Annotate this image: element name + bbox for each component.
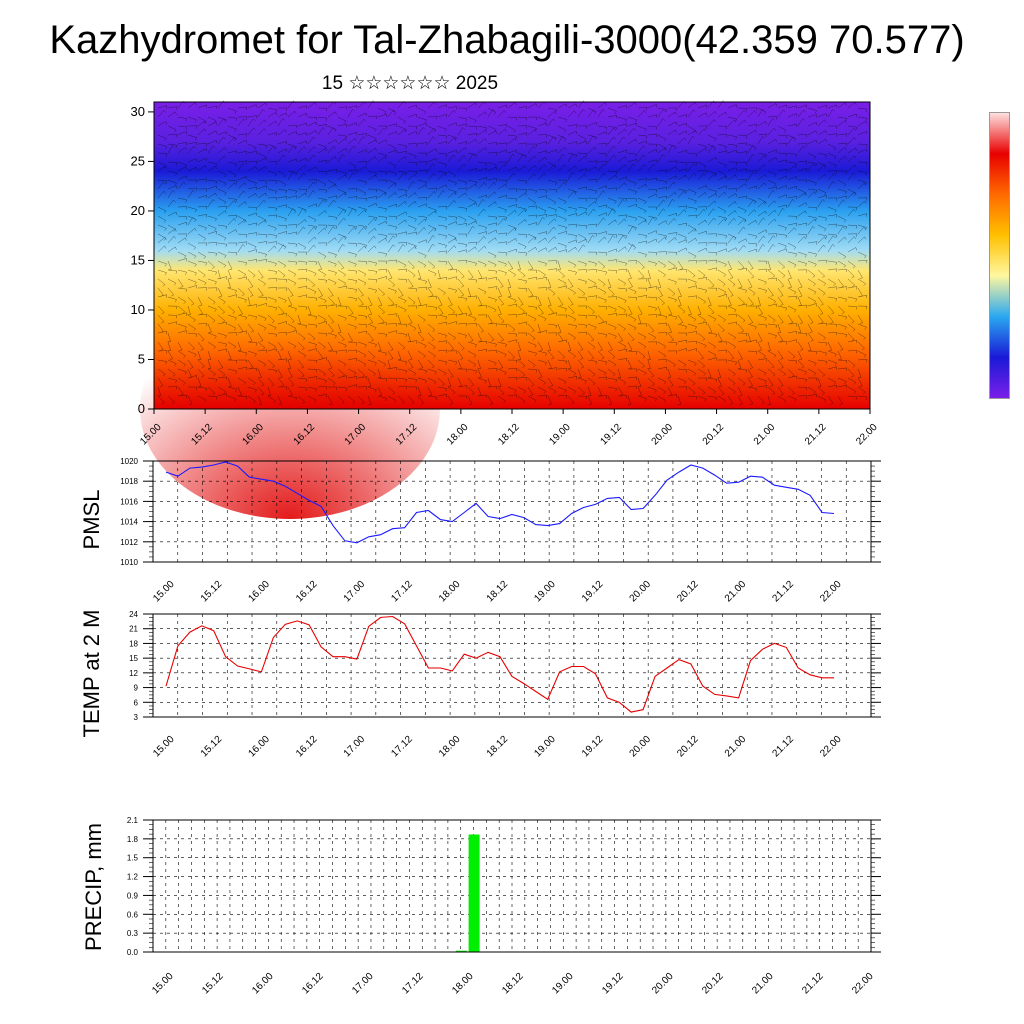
x-tick-label: 21.00	[723, 734, 749, 760]
y-tick-label: 1014	[120, 518, 138, 527]
series-line	[165, 461, 835, 544]
x-tick-label: 16.00	[250, 971, 276, 997]
x-tick-label: 21.00	[750, 971, 776, 997]
y-tick-label: 1012	[120, 538, 138, 547]
y-tick-label: 30	[131, 104, 145, 119]
precip-bar	[455, 950, 467, 952]
temp-chart: 3 6 9 12 15 18 21 24 15.00 15.12 16.00 16.12 17.00 17…	[79, 610, 881, 760]
x-tick-label: 16.12	[300, 971, 326, 997]
x-tick-label: 16.00	[246, 734, 272, 760]
y-tick-label: 2.1	[127, 816, 139, 825]
x-tick-label: 15.00	[151, 734, 177, 760]
x-tick-label: 17.12	[400, 971, 426, 997]
plot-frame	[152, 460, 872, 563]
y-tick-label: 25	[131, 153, 145, 168]
y-tick-label: 0.9	[127, 891, 139, 900]
x-tick-label: 22.00	[818, 734, 844, 760]
x-tick-label: 18.12	[500, 971, 526, 997]
y-tick-label: 24	[129, 610, 138, 619]
grid-lines	[152, 819, 872, 953]
plot-frame	[152, 613, 872, 718]
grid-lines	[152, 460, 872, 563]
y-tick-label: 18	[129, 639, 138, 648]
y-tick-label: 3	[134, 713, 139, 722]
chart-title: Kazhydromet for Tal-Zhabagili-3000(42.35…	[49, 18, 965, 62]
x-tick-label: 20.00	[628, 734, 654, 760]
x-tick-label: 21.12	[800, 971, 826, 997]
y-tick-label: 12	[129, 669, 138, 678]
y-axis-label: PRECIP, mm	[81, 823, 106, 951]
x-tick-label: 22.00	[850, 971, 876, 997]
precip-chart: 0.0 0.3 0.6 0.9 1.2 1.5 1.8 2.1 15.00 15.12 16.00 1…	[81, 816, 881, 997]
y-tick-label: 15	[131, 252, 145, 267]
x-tick-label: 15.12	[199, 734, 225, 760]
precip-bar	[468, 834, 480, 952]
y-tick-label: 0.0	[127, 948, 139, 957]
y-tick-label: 0	[138, 401, 145, 416]
x-tick-label: 21.12	[771, 734, 797, 760]
wind-barbs	[157, 100, 868, 406]
x-tick-label: 15.00	[150, 971, 176, 997]
y-tick-label: 1.8	[127, 835, 139, 844]
series-line	[165, 615, 834, 713]
y-tick-label: 1.2	[127, 873, 139, 882]
date-subtitle: 15 ☆☆☆☆☆☆ 2025	[321, 73, 499, 94]
y-axis-label: PMSL	[79, 490, 104, 550]
x-tick-label: 17.12	[389, 734, 415, 760]
y-tick-label: 1010	[120, 558, 138, 567]
x-tick-label: 17.00	[350, 971, 376, 997]
x-tick-label: 20.12	[675, 734, 701, 760]
y-tick-label: 1016	[120, 497, 138, 506]
x-tick-label: 15.12	[200, 971, 226, 997]
y-axis-label: TEMP at 2 M	[79, 610, 104, 738]
x-tick-label: 20.12	[700, 971, 726, 997]
y-tick-label: 1018	[120, 477, 138, 486]
x-tick-label: 19.00	[532, 734, 558, 760]
y-tick-label: 5	[138, 351, 145, 366]
x-tick-label: 20.00	[650, 971, 676, 997]
y-tick-label: 1.5	[127, 854, 139, 863]
y-tick-label: 20	[131, 203, 145, 218]
x-tick-label: 16.12	[294, 734, 320, 760]
x-tick-label: 18.00	[437, 734, 463, 760]
y-tick-label: 6	[134, 698, 139, 707]
x-tick-label: 19.12	[600, 971, 626, 997]
y-tick-label: 21	[129, 625, 138, 634]
y-tick-label: 0.6	[127, 910, 139, 919]
y-tick-label: 15	[129, 654, 138, 663]
x-tick-label: 18.00	[450, 971, 476, 997]
x-tick-label: 17.00	[342, 734, 368, 760]
x-tick-label: 19.00	[550, 971, 576, 997]
y-tick-label: 0.3	[127, 929, 139, 938]
grid-lines	[152, 613, 872, 718]
y-tick-label: 9	[134, 684, 139, 693]
x-tick-label: 19.12	[580, 734, 606, 760]
y-tick-label: 1020	[120, 457, 138, 466]
y-tick-label: 10	[131, 302, 145, 317]
x-tick-label: 18.12	[485, 734, 511, 760]
color-scale-bar	[989, 112, 1010, 399]
